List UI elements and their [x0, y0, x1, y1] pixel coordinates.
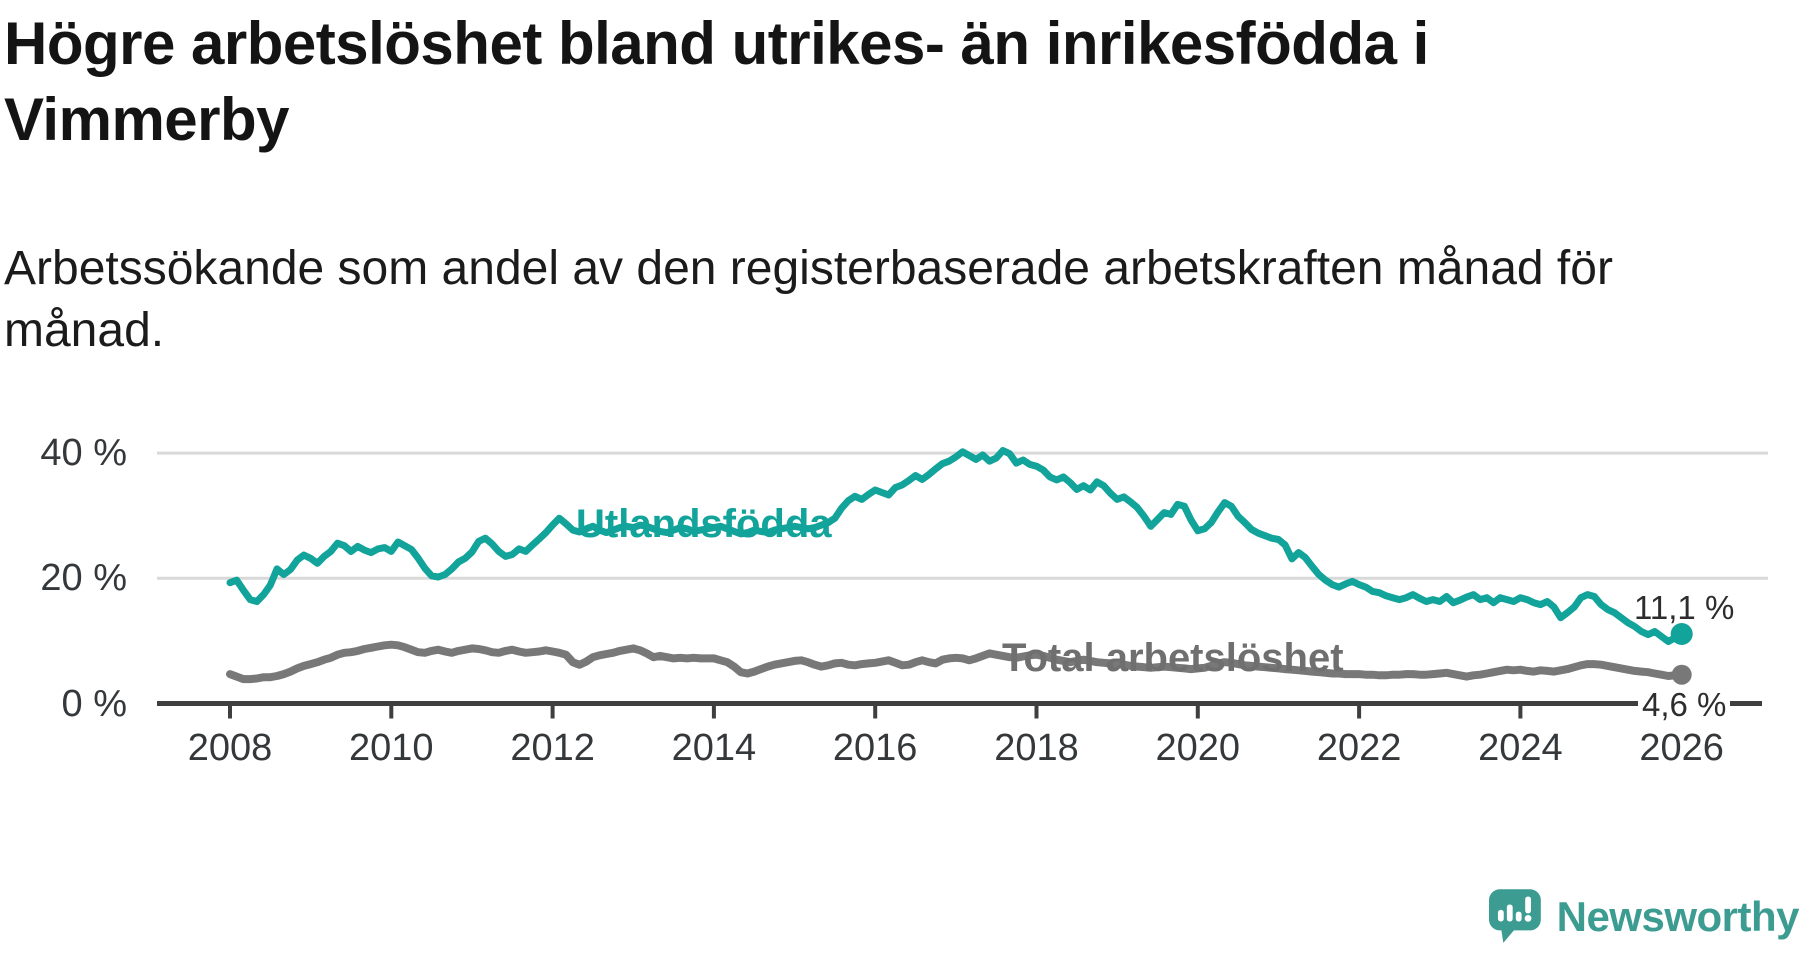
- series-line-0: [226, 447, 1686, 645]
- newsworthy-logo-icon: [1489, 889, 1541, 943]
- series-line-1: [226, 640, 1686, 684]
- series-label-utlandsfodda: Utlandsfödda: [576, 502, 832, 546]
- y-axis-label: 40 %: [40, 432, 127, 475]
- newsworthy-logo[interactable]: Newsworthy: [1489, 886, 1800, 948]
- x-axis-label: 2016: [832, 727, 918, 769]
- newsworthy-logo-text: Newsworthy: [1556, 893, 1800, 940]
- series-end-dot-1: [1671, 664, 1692, 685]
- y-axis-label: 0 %: [61, 682, 127, 725]
- end-value-label-utlandsfodda: 11,1 %: [1634, 589, 1735, 626]
- series-end-dot-0: [1670, 623, 1693, 646]
- x-axis-label: 2008: [187, 727, 273, 769]
- x-axis-label: 2026: [1639, 727, 1724, 769]
- page-title: Högre arbetslöshet bland utrikes- än inr…: [4, 10, 1429, 153]
- x-axis-label: 2012: [510, 727, 595, 769]
- x-axis-label: 2024: [1478, 727, 1563, 769]
- chart-subtitle: Arbetssökande som andel av den registerb…: [4, 242, 1613, 357]
- x-axis-label: 2010: [349, 727, 434, 769]
- end-value-label-total: 4,6 %: [1638, 686, 1731, 724]
- series-label-total-arbetsloshet: Total arbetslöshet: [1002, 636, 1344, 680]
- y-axis-label: 20 %: [40, 557, 127, 600]
- x-axis-label: 2020: [1155, 727, 1241, 769]
- x-axis-label: 2022: [1316, 727, 1402, 769]
- x-axis-label: 2014: [671, 727, 757, 769]
- x-axis-label: 2018: [994, 727, 1079, 769]
